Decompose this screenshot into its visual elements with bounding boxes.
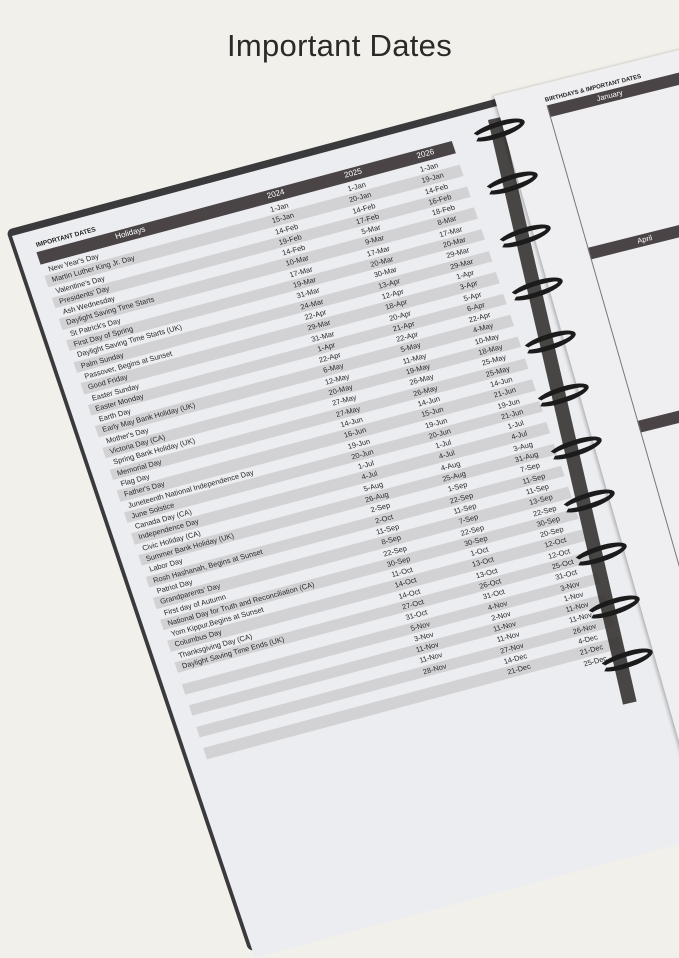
column-header-2024: 2024 <box>265 187 286 201</box>
column-header-2026: 2026 <box>415 147 436 161</box>
image-title: Important Dates <box>226 28 453 63</box>
month-header-bar <box>637 367 679 433</box>
month-header-april: April <box>587 194 679 260</box>
column-header-2025: 2025 <box>342 166 364 180</box>
